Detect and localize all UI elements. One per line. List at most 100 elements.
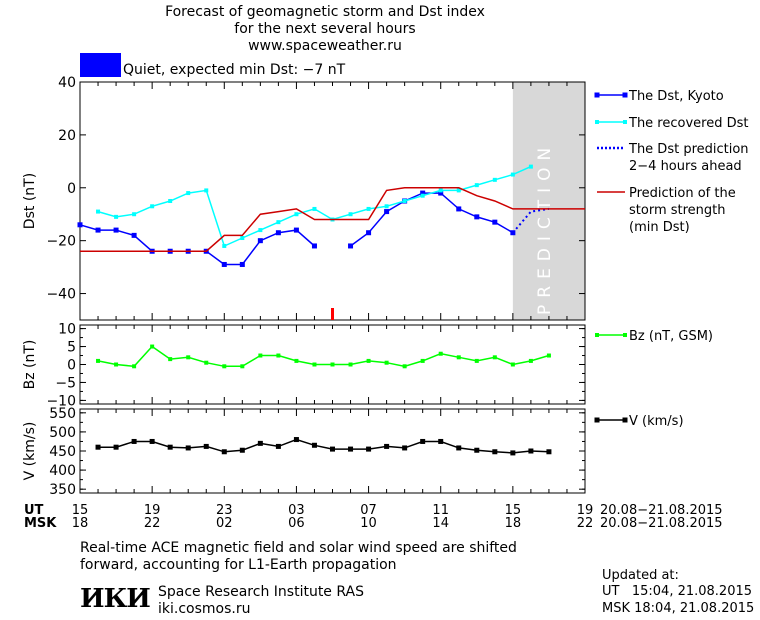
prediction-label: PREDICTION <box>535 141 555 315</box>
legend-marker <box>594 417 600 423</box>
data-point <box>312 362 317 367</box>
updated-msk: MSK 18:04, 21.08.2015 <box>602 601 755 616</box>
data-point <box>384 443 390 449</box>
y-tick-label: 20 <box>58 128 76 144</box>
data-point <box>131 232 137 238</box>
legend-marker <box>623 333 627 337</box>
updated-ut: UT 15:04, 21.08.2015 <box>602 584 753 599</box>
ut-date-range: 20.08−21.08.2015 <box>600 503 723 518</box>
y-tick-label: −40 <box>46 287 76 303</box>
data-point <box>438 438 444 444</box>
y-tick-label: −5 <box>55 375 76 391</box>
y-tick-label: −20 <box>46 234 76 250</box>
data-point <box>276 220 281 225</box>
y-tick-label: 450 <box>49 444 76 460</box>
data-point <box>456 206 462 212</box>
y-tick-label: 10 <box>58 322 76 338</box>
data-point <box>420 193 425 198</box>
data-point <box>420 190 426 196</box>
data-point <box>276 353 281 358</box>
y-tick-label: 40 <box>58 75 76 91</box>
data-point <box>275 230 281 236</box>
data-point <box>438 190 444 196</box>
data-point <box>384 204 389 209</box>
ut-tick-label: 03 <box>288 503 305 518</box>
data-point <box>474 447 480 453</box>
legend-label: storm strength <box>629 203 726 218</box>
data-point <box>311 442 317 448</box>
legend-label: 2−4 hours ahead <box>629 159 742 174</box>
data-point <box>348 446 354 452</box>
data-point <box>258 353 263 358</box>
data-point <box>186 191 191 196</box>
msk-tick-label: 06 <box>288 516 305 531</box>
series-line <box>98 438 549 454</box>
institute-website[interactable]: iki.cosmos.ru <box>158 601 251 617</box>
status-color-swatch <box>80 53 121 77</box>
plot-frame <box>79 81 586 321</box>
data-point <box>185 445 191 451</box>
chart-title-url: www.spaceweather.ru <box>248 38 402 54</box>
data-point <box>348 243 354 249</box>
data-point <box>312 206 317 211</box>
data-point <box>114 214 119 219</box>
iki-logo: ИКИ <box>80 584 151 614</box>
dst-panel: PREDICTION 40 20 0 −20 −40 Dst (nT) <box>22 75 586 321</box>
data-point <box>492 219 498 225</box>
series-line <box>80 187 585 252</box>
legend-marker <box>595 120 599 124</box>
data-point <box>239 447 245 453</box>
data-point <box>257 238 263 244</box>
msk-tick-label: 18 <box>504 516 522 531</box>
data-point <box>546 353 551 358</box>
series-line <box>97 165 532 248</box>
data-point <box>366 230 372 236</box>
series-line <box>350 192 514 247</box>
legend-marker <box>622 417 628 423</box>
data-point <box>348 212 353 217</box>
data-point <box>294 212 299 217</box>
data-point <box>402 364 407 369</box>
data-point <box>474 183 479 188</box>
legend-label: Prediction of the <box>629 186 736 201</box>
data-point <box>113 444 119 450</box>
data-point <box>257 440 263 446</box>
legends: The Dst, Kyoto The recovered Dst The Dst p… <box>594 89 749 429</box>
y-axis-label: V (km/s) <box>22 422 38 481</box>
data-point <box>456 445 462 451</box>
data-point <box>240 236 245 241</box>
legend-label: Bz (nT, GSM) <box>629 329 713 344</box>
data-point <box>222 364 227 369</box>
data-point <box>528 448 534 454</box>
status-text: Quiet, expected min Dst: −7 nT <box>123 62 346 78</box>
msk-tick-label: 22 <box>143 516 161 531</box>
data-point <box>132 212 137 217</box>
data-point <box>168 357 173 362</box>
data-point <box>258 228 263 233</box>
legend-marker <box>623 120 627 124</box>
data-point <box>221 449 227 455</box>
msk-tick-label: 18 <box>71 516 89 531</box>
data-point <box>150 344 155 349</box>
data-point <box>420 358 425 363</box>
data-point <box>528 164 533 169</box>
data-point <box>95 227 101 233</box>
data-point <box>366 206 371 211</box>
data-point <box>95 444 101 450</box>
y-axis-label: Bz (nT) <box>22 340 38 390</box>
data-point <box>77 222 83 228</box>
data-point <box>510 230 516 236</box>
data-point <box>239 261 245 267</box>
ut-tick-label: 11 <box>432 503 449 518</box>
data-point <box>474 214 480 220</box>
data-point <box>528 358 533 363</box>
data-point <box>293 437 299 443</box>
data-point <box>294 358 299 363</box>
legend-marker <box>594 92 600 98</box>
y-tick-label: 550 <box>49 406 76 422</box>
ut-tick-label: 19 <box>143 503 161 518</box>
msk-date-range: 20.08−21.08.2015 <box>600 516 723 531</box>
data-point <box>510 172 515 177</box>
y-tick-label: 350 <box>49 482 76 498</box>
